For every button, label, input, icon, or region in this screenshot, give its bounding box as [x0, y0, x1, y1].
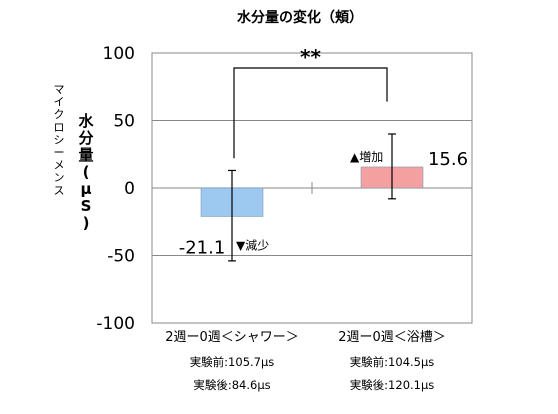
- significance-bracket: [233, 67, 388, 159]
- x-tick-label: 2週ー0週＜浴槽＞: [338, 330, 446, 345]
- y-label-char: S: [81, 197, 92, 215]
- y-label-char: 水: [78, 112, 94, 130]
- annotation: ▼減少: [236, 237, 269, 252]
- category-note: 実験前:104.5μs: [350, 355, 435, 369]
- y-sublabel-char: ス: [54, 184, 65, 197]
- y-label-char: ): [83, 214, 90, 232]
- y-sublabel-char: ロ: [54, 121, 65, 134]
- bars: [200, 133, 424, 262]
- y-tick-label: -100: [96, 314, 135, 334]
- data-label: 15.6: [428, 149, 468, 170]
- y-label-char: 量: [78, 146, 93, 164]
- y-tick-label: 100: [103, 44, 135, 64]
- data-label: -21.1: [179, 237, 226, 258]
- y-label-char: μ: [80, 180, 91, 198]
- y-sublabel-char: イ: [54, 96, 65, 109]
- y-tick-label: 50: [113, 112, 135, 132]
- x-tick-label: 2週ー0週＜シャワー＞: [165, 330, 299, 345]
- y-sublabel-char: マ: [54, 83, 65, 96]
- y-sublabel-char: ー: [54, 146, 65, 159]
- y-sublabel-char: ク: [54, 108, 65, 121]
- y-label-char: 分: [78, 129, 93, 147]
- notes: 2週ー0週＜シャワー＞ 実験前:105.7μs 実験後:84.6μs 2週ー0週＜浴槽…: [165, 330, 446, 392]
- category-note: 実験後:84.6μs: [193, 378, 270, 392]
- y-tick-label: -50: [107, 247, 135, 267]
- y-axis-label: 水分量(μS): [78, 112, 94, 232]
- y-tick-label: 0: [124, 179, 135, 199]
- y-label-char: (: [83, 163, 90, 181]
- y-sublabel-char: メ: [54, 159, 65, 172]
- gridlines: 100 50 0 -50 -100: [96, 44, 473, 334]
- annotation: ▲増加: [350, 150, 383, 164]
- marks: -21.1 15.6 ▼減少 ▲増加 **: [179, 45, 468, 258]
- significance-label: **: [300, 45, 321, 69]
- chart-title: 水分量の変化（頬）: [237, 9, 363, 26]
- category-note: 実験前:105.7μs: [190, 355, 275, 369]
- y-sublabel-char: ン: [54, 171, 65, 184]
- category-note: 実験後:120.1μs: [350, 378, 435, 392]
- y-sublabel-char: シ: [54, 133, 65, 146]
